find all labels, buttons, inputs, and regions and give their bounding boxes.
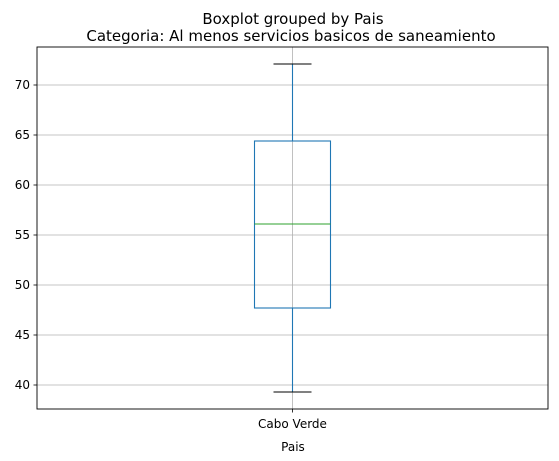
box-marks <box>253 63 332 393</box>
x-tick-label: Cabo Verde <box>258 417 327 431</box>
y-tick-label: 55 <box>15 228 30 242</box>
y-tick-label: 65 <box>15 128 30 142</box>
plot-area-frame <box>36 46 549 410</box>
x-axis-label: Pais <box>281 440 305 454</box>
chart-title: Categoria: Al menos servicios basicos de… <box>86 27 495 45</box>
y-tick-label: 40 <box>15 378 30 392</box>
y-tick-label: 50 <box>15 278 30 292</box>
axis-ticks: 40 45 50 55 60 65 70 Cabo Verde <box>15 78 327 431</box>
y-tick-label: 60 <box>15 178 30 192</box>
chart-suptitle: Boxplot grouped by Pais <box>202 10 383 28</box>
y-tick-label: 45 <box>15 328 30 342</box>
y-tick-label: 70 <box>15 78 30 92</box>
